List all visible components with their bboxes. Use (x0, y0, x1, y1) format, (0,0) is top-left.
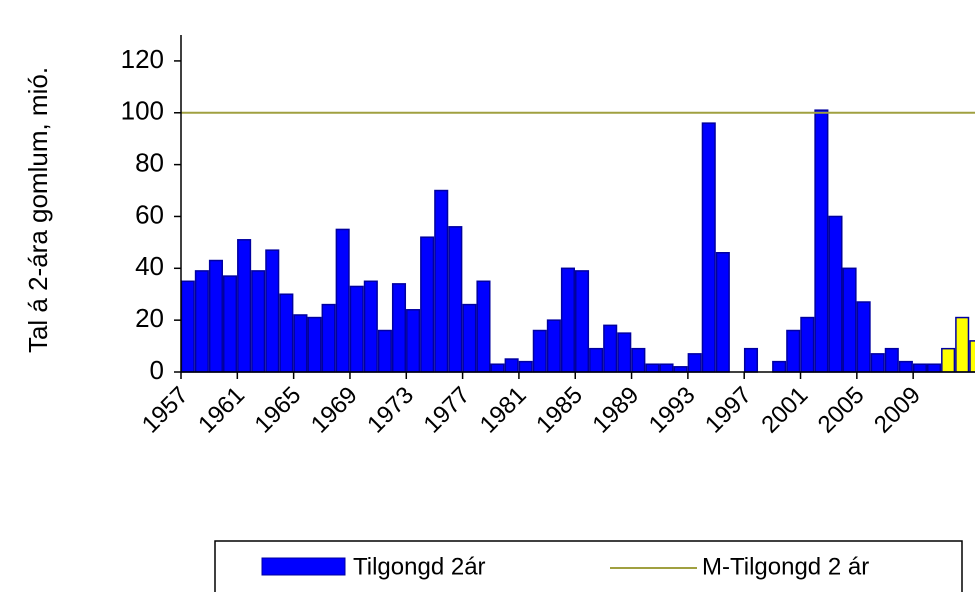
bar (955, 316, 970, 373)
bar (645, 363, 660, 373)
bar (884, 347, 899, 373)
x-tick-label: 1993 (644, 382, 701, 439)
bar (659, 363, 674, 373)
bar (814, 109, 829, 373)
bar (912, 363, 927, 373)
bar (546, 319, 561, 373)
bar (701, 122, 716, 373)
bar (786, 329, 801, 373)
bar (532, 329, 547, 373)
bar (208, 259, 223, 373)
bar (941, 347, 956, 373)
bar (462, 303, 477, 373)
bar (617, 332, 632, 373)
x-tick-label: 1965 (250, 382, 307, 439)
bar (279, 293, 294, 373)
bar (307, 316, 322, 373)
x-tick-label: 2001 (756, 382, 813, 439)
bar (926, 363, 942, 373)
bar (434, 189, 449, 373)
bar (321, 303, 336, 373)
bar (828, 215, 843, 373)
bar (237, 239, 252, 373)
y-tick-label: 0 (150, 355, 164, 385)
y-tick-label: 120 (121, 44, 164, 74)
bar (391, 283, 407, 373)
bar (673, 366, 688, 373)
x-tick-label: 1957 (137, 382, 194, 439)
bar (687, 353, 702, 373)
bar (969, 340, 975, 373)
bar (631, 347, 646, 373)
x-tick-label: 2005 (813, 382, 870, 439)
y-tick-label: 80 (135, 147, 164, 177)
bar (560, 267, 575, 373)
bar (349, 285, 364, 373)
bar (180, 280, 195, 373)
x-tick-label: 2009 (869, 382, 926, 439)
bar (518, 360, 533, 373)
bar (715, 252, 730, 373)
x-tick-label: 1973 (362, 382, 419, 439)
y-tick-label: 40 (135, 251, 164, 281)
y-axis-label: Tal á 2-ára gomlum, mió. (23, 67, 53, 353)
legend-swatch (261, 557, 346, 576)
bar (363, 280, 378, 373)
bar (476, 280, 491, 373)
bar (800, 316, 815, 373)
bar (603, 324, 618, 373)
x-tick-label: 1985 (531, 382, 588, 439)
bar (589, 347, 604, 373)
bar (265, 249, 280, 373)
bar (251, 270, 266, 373)
y-tick-label: 100 (121, 96, 164, 126)
bar (504, 358, 519, 373)
bar (574, 270, 590, 373)
bar (448, 226, 463, 373)
x-tick-label: 1989 (587, 382, 644, 439)
bar (406, 309, 421, 373)
bar (743, 347, 759, 373)
bar (293, 314, 308, 373)
y-tick-label: 20 (135, 303, 164, 333)
bar (420, 236, 435, 373)
bar (222, 275, 238, 373)
x-tick-label: 1969 (306, 382, 363, 439)
bar (870, 353, 885, 373)
x-tick-label: 1961 (193, 382, 250, 439)
legend-label: M-Tilgongd 2 ár (702, 553, 869, 580)
bar (490, 363, 505, 373)
bar (194, 270, 209, 373)
bar (898, 360, 913, 373)
y-tick-label: 60 (135, 199, 164, 229)
bar (842, 267, 857, 373)
legend-label: Tilgongd 2ár (353, 553, 486, 580)
bar (772, 360, 787, 373)
bar (856, 301, 871, 373)
bar (335, 228, 350, 373)
x-tick-label: 1981 (475, 382, 532, 439)
bar (377, 329, 392, 373)
x-tick-label: 1997 (700, 382, 757, 439)
x-tick-label: 1977 (418, 382, 475, 439)
